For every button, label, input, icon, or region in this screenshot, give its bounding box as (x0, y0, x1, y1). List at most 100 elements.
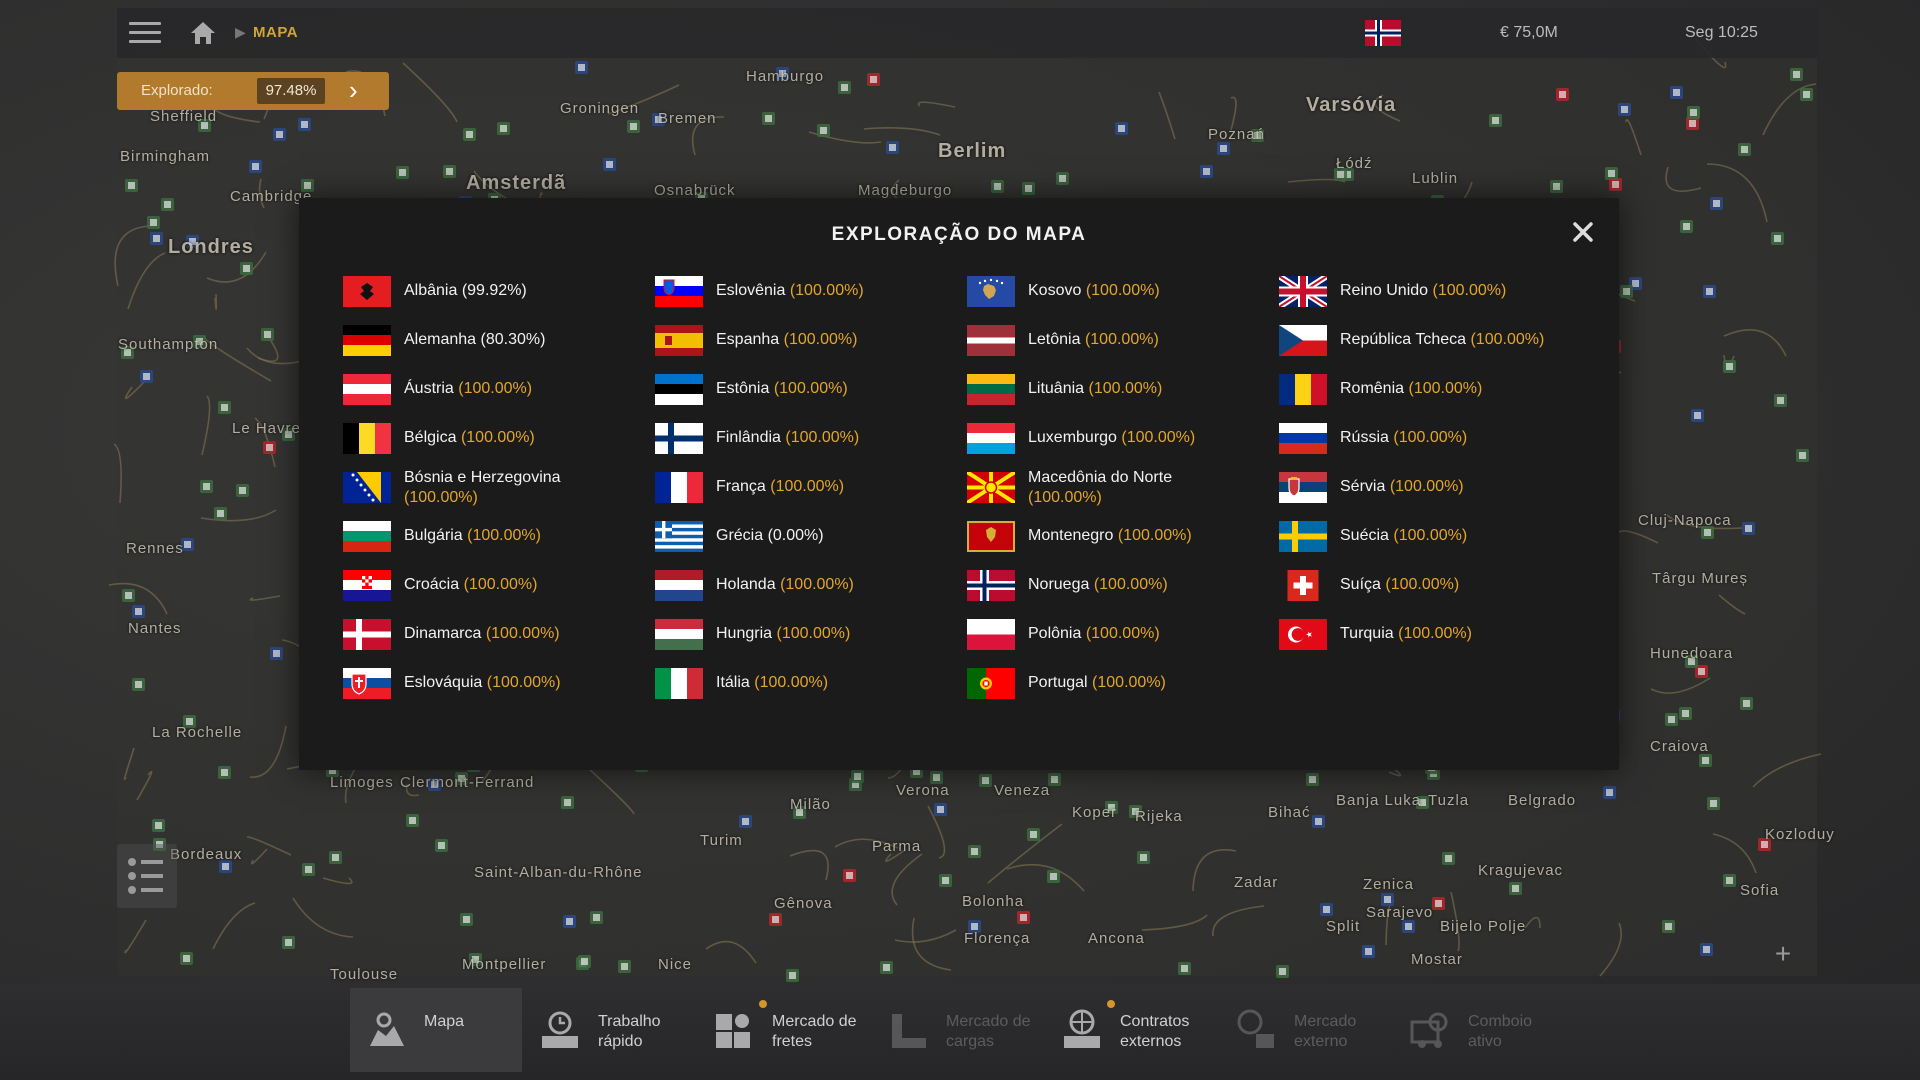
country-percentage: (100.00%) (1117, 527, 1192, 544)
country-percentage: (100.00%) (1398, 625, 1472, 642)
country-percentage: (100.00%) (1408, 380, 1483, 397)
nav-item-active-convoy[interactable]: Comboio ativo (1394, 988, 1566, 1072)
map-city-label: Varsóvia (1306, 94, 1397, 116)
country-name: Romênia (1340, 380, 1405, 397)
breadcrumb-chevron-icon: ▶ (235, 24, 246, 40)
nav-item-external-contracts[interactable]: Contratos externos (1046, 988, 1218, 1072)
country-label: Albânia (99.92%) (404, 282, 527, 300)
map-city-label: Groningen (560, 100, 640, 117)
country-name: Eslovênia (716, 282, 786, 299)
map-city-label: Bihać (1268, 804, 1311, 821)
nav-item-map[interactable]: Mapa (350, 988, 522, 1072)
country-label: Eslováquia (100.00%) (404, 674, 561, 692)
country-label: Croácia (100.00%) (404, 576, 537, 594)
home-icon[interactable] (189, 20, 217, 46)
map-city-label: Sofia (1740, 882, 1780, 899)
greece-flag-icon (655, 521, 703, 552)
poland-flag-icon (967, 619, 1015, 650)
nav-item-label: Comboio ativo (1468, 1013, 1533, 1050)
nav-item-cargo-market[interactable]: Mercado de cargas (872, 988, 1044, 1072)
zoom-in-button[interactable]: + (1774, 938, 1792, 969)
map-city-label: Zadar (1234, 874, 1279, 891)
map-city-label: Cluj-Napoca (1638, 512, 1732, 529)
country-percentage: (100.00%) (773, 380, 848, 397)
map-exploration-dialog: EXPLORAÇÃO DO MAPA Albânia (99.92%) Alema… (299, 198, 1619, 770)
map-city-label: Split (1326, 918, 1361, 935)
country-luxembourg: Luxemburgo (100.00%) (967, 423, 1267, 463)
country-name: Hungria (716, 625, 773, 642)
nav-item-label: Mercado de cargas (946, 1013, 1031, 1050)
country-finland: Finlândia (100.00%) (655, 423, 955, 463)
country-switzerland: Suíça (100.00%) (1279, 570, 1579, 610)
country-label: Luxemburgo (100.00%) (1028, 429, 1195, 447)
country-croatia: Croácia (100.00%) (343, 570, 643, 610)
map-city-label: Belgrado (1508, 792, 1577, 809)
map-city-label: Southampton (118, 336, 219, 353)
country-label: Noruega (100.00%) (1028, 576, 1168, 594)
nav-item-freight-market[interactable]: Mercado de fretes (698, 988, 870, 1072)
turkey-flag-icon (1279, 619, 1327, 650)
country-label: Dinamarca (100.00%) (404, 625, 560, 643)
explored-panel[interactable]: Explorado: 97.48% › (117, 72, 389, 110)
close-icon[interactable] (1569, 218, 1597, 246)
nav-item-quick-job[interactable]: Trabalho rápido (524, 988, 696, 1072)
map-city-label: Poznań (1208, 126, 1265, 143)
country-name: Bósnia e Herzegovina (404, 469, 561, 486)
country-percentage: (100.00%) (458, 380, 533, 397)
country-percentage: (100.00%) (780, 576, 854, 593)
country-label: Itália (100.00%) (716, 674, 828, 692)
country-name: Espanha (716, 331, 780, 348)
money-balance: € 75,0M (1500, 24, 1558, 41)
map-city-label: Le Havre (232, 420, 301, 437)
chevron-right-icon[interactable]: › (349, 75, 358, 105)
country-name: Macedônia do Norte (1028, 469, 1173, 486)
serbia-flag-icon (1279, 472, 1327, 503)
country-percentage: (100.00%) (1088, 380, 1163, 397)
country-name: Sérvia (1340, 478, 1386, 495)
nav-item-external-market[interactable]: Mercado externo (1220, 988, 1392, 1072)
norway-flag-icon[interactable] (1365, 20, 1401, 46)
country-label: Sérvia (100.00%) (1340, 478, 1464, 496)
map-legend-button[interactable] (117, 844, 177, 908)
country-percentage: (100.00%) (486, 674, 561, 691)
country-name: Suíça (1340, 576, 1381, 593)
country-label: França (100.00%) (716, 478, 844, 496)
map-city-label: Birmingham (120, 148, 211, 165)
map-city-label: Lublin (1412, 170, 1459, 187)
nav-item-label: Mercado de fretes (772, 1013, 857, 1050)
country-percentage: (100.00%) (1470, 331, 1545, 348)
map-city-label: Toulouse (330, 966, 399, 983)
russia-flag-icon (1279, 423, 1327, 454)
map-city-label: Ancona (1088, 930, 1145, 947)
netherlands-flag-icon (655, 570, 703, 601)
breadcrumb[interactable]: MAPA (253, 24, 299, 41)
country-greece: Grécia (0.00%) (655, 521, 955, 561)
country-percentage: (100.00%) (1393, 527, 1468, 544)
country-name: Polônia (1028, 625, 1082, 642)
country-percentage: (100.00%) (770, 478, 845, 495)
map-city-label: Saint-Alban-du-Rhône (474, 864, 643, 881)
country-label: Rússia (100.00%) (1340, 429, 1467, 447)
country-label: Hungria (100.00%) (716, 625, 850, 643)
map-city-label: Hunedoara (1650, 645, 1734, 662)
country-bosnia: Bósnia e Herzegovina (100.00%) (343, 469, 643, 512)
country-romania: Romênia (100.00%) (1279, 374, 1579, 414)
lithuania-flag-icon (967, 374, 1015, 405)
map-city-label: Bremen (658, 110, 717, 127)
hamburger-menu-icon[interactable] (129, 22, 161, 44)
country-name: Dinamarca (404, 625, 482, 642)
country-name: Grécia (716, 527, 764, 544)
country-name: Itália (716, 674, 750, 691)
country-label: Suíça (100.00%) (1340, 576, 1459, 594)
norway-flag-icon (967, 570, 1015, 601)
country-name: Luxemburgo (1028, 429, 1117, 446)
slovenia-flag-icon (655, 276, 703, 307)
map-city-label: Montpellier (462, 956, 547, 973)
country-name: Suécia (1340, 527, 1389, 544)
map-city-label: Bordeaux (170, 846, 243, 863)
map-city-label: Amsterdã (466, 172, 567, 194)
country-sweden: Suécia (100.00%) (1279, 521, 1579, 561)
country-percentage: (100.00%) (1028, 489, 1102, 506)
country-percentage: (100.00%) (1084, 331, 1159, 348)
external-market-icon (1237, 1009, 1274, 1048)
